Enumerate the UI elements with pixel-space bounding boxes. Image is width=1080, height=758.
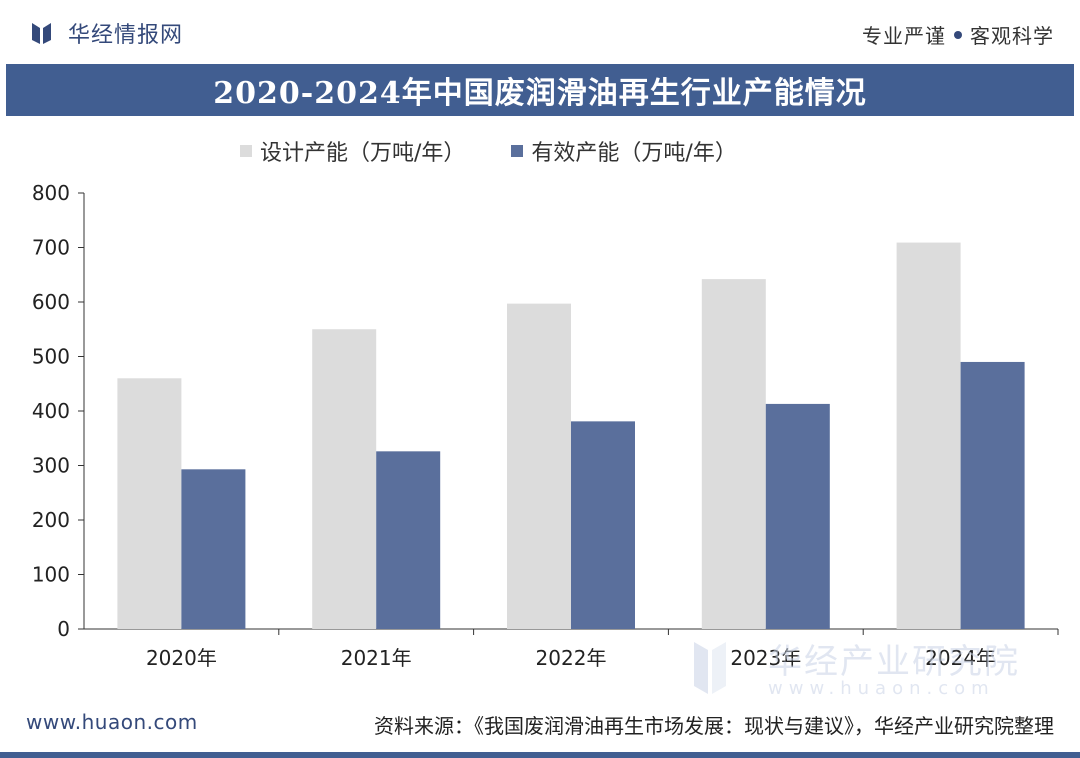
y-tick-label: 700	[32, 236, 70, 260]
bar-chart: 0 100 200 300 400 500 600 700 800 2020年 2021年 2022年…	[32, 181, 1059, 670]
bar-effective-capacity	[960, 361, 1025, 629]
watermark-url: www.huaon.com	[768, 678, 995, 699]
legend-swatch-design	[240, 145, 252, 157]
chart-title-bar: 2020-2024年中国废润滑油再生行业产能情况	[6, 64, 1074, 116]
slogan: 专业严谨 客观科学	[862, 20, 1054, 49]
legend-item-design: 设计产能（万吨/年）	[240, 135, 465, 167]
y-tick-label: 500	[32, 345, 70, 369]
footer-source: 资料来源：《我国废润滑油再生市场发展：现状与建议》，华经产业研究院整理	[374, 714, 1054, 738]
bar-effective-capacity	[765, 403, 830, 629]
y-tick-label: 0	[57, 617, 70, 641]
watermark-name: 华经产业研究院	[768, 642, 1020, 682]
slogan-right: 客观科学	[970, 24, 1054, 48]
brand-name: 华经情报网	[68, 23, 184, 48]
slogan-left: 专业严谨	[862, 24, 946, 48]
footer-website: www.huaon.com	[26, 710, 198, 734]
x-tick-label: 2020年	[146, 646, 217, 670]
watermark-logo-icon	[694, 642, 726, 694]
top-header: 华经情报网 专业严谨 客观科学	[0, 0, 1080, 62]
x-tick-label: 2022年	[536, 646, 607, 670]
watermark: 华经产业研究院 www.huaon.com	[692, 632, 1022, 702]
legend-item-effective: 有效产能（万吨/年）	[511, 135, 737, 167]
bar-design-capacity	[896, 242, 961, 629]
brand: 华经情报网	[30, 18, 183, 48]
x-tick-label: 2023年	[730, 646, 801, 670]
y-tick-label: 600	[32, 290, 70, 314]
legend-label-effective: 有效产能（万吨/年）	[531, 141, 737, 166]
bottom-line	[0, 752, 1080, 758]
x-tick-label: 2021年	[341, 646, 412, 670]
y-tick-label: 100	[32, 563, 70, 587]
brand-logo-icon	[32, 23, 51, 44]
footer: www.huaon.com 资料来源：《我国废润滑油再生市场发展：现状与建议》，…	[0, 704, 1080, 744]
chart-legend: 设计产能（万吨/年） 有效产能（万吨/年）	[240, 134, 783, 168]
legend-swatch-effective	[511, 145, 524, 157]
slogan-dot-icon	[954, 30, 962, 39]
bar-design-capacity	[312, 329, 377, 629]
chart-title: 2020-2024年中国废润滑油再生行业产能情况	[213, 76, 867, 111]
bar-design-capacity	[507, 303, 571, 629]
legend-label-design: 设计产能（万吨/年）	[260, 141, 466, 166]
bar-effective-capacity	[181, 469, 246, 629]
y-tick-label: 400	[32, 399, 70, 423]
bar-design-capacity	[701, 279, 766, 629]
bar-effective-capacity	[571, 421, 635, 629]
bar-effective-capacity	[376, 451, 441, 629]
y-tick-label: 200	[32, 508, 70, 532]
bar-design-capacity	[117, 378, 182, 629]
y-tick-label: 300	[32, 454, 70, 478]
x-tick-label: 2024年	[925, 646, 996, 670]
y-tick-label: 800	[32, 181, 70, 205]
